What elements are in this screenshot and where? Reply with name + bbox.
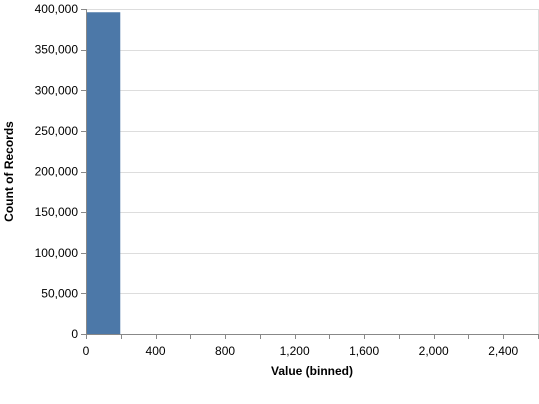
y-axis: 0 50,000 100,000 150,000 200,000 250,000 300,0… — [35, 2, 87, 341]
y-tick-label: 350,000 — [35, 43, 79, 57]
grid-lines — [86, 9, 539, 334]
y-axis-title: Count of Records — [2, 121, 16, 222]
x-tick-label: 400 — [146, 344, 166, 358]
y-tick-label: 0 — [71, 327, 78, 341]
y-tick-label: 100,000 — [35, 246, 79, 260]
y-tick-label: 250,000 — [35, 124, 79, 138]
x-tick-label: 1,200 — [280, 344, 310, 358]
y-tick-label: 400,000 — [35, 2, 79, 16]
y-tick-label: 150,000 — [35, 205, 79, 219]
histogram-bar — [86, 12, 121, 334]
x-tick-label: 0 — [83, 344, 90, 358]
x-axis: 0 400 800 1,200 1,600 2,000 2,400 — [83, 334, 539, 358]
y-tick-label: 200,000 — [35, 165, 79, 179]
x-tick-label: 2,000 — [419, 344, 449, 358]
x-tick-label: 2,400 — [488, 344, 518, 358]
y-tick-label: 300,000 — [35, 83, 79, 97]
x-axis-title: Value (binned) — [271, 364, 353, 378]
x-tick-label: 1,600 — [349, 344, 379, 358]
y-tick-label: 50,000 — [41, 286, 78, 300]
bars — [86, 12, 121, 334]
x-tick-label: 800 — [215, 344, 235, 358]
